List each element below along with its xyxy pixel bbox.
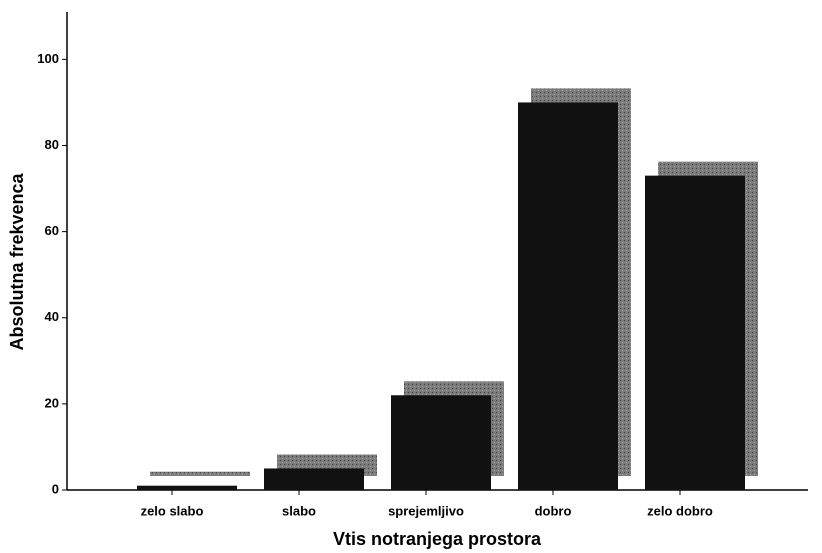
- y-tick-label: 80: [45, 137, 59, 152]
- bar-shadow: [150, 471, 250, 476]
- x-tick-label: slabo: [282, 503, 316, 518]
- x-tick-label: dobro: [535, 503, 572, 518]
- y-tick-label: 0: [52, 481, 59, 496]
- bar: [518, 102, 618, 490]
- y-tick-label: 20: [45, 395, 59, 410]
- x-tick-label: sprejemljivo: [388, 503, 464, 518]
- x-tick-label: zelo dobro: [647, 503, 713, 518]
- y-axis-title: Absolutna frekvenca: [7, 172, 27, 350]
- bar: [391, 395, 491, 490]
- y-tick-label: 100: [37, 51, 59, 66]
- x-tick-label: zelo slabo: [141, 503, 204, 518]
- bar: [264, 468, 364, 490]
- y-tick-label: 40: [45, 309, 59, 324]
- bar: [137, 485, 237, 490]
- x-axis-title: Vtis notranjega prostora: [333, 529, 542, 549]
- bar: [645, 175, 745, 490]
- y-tick-label: 60: [45, 223, 59, 238]
